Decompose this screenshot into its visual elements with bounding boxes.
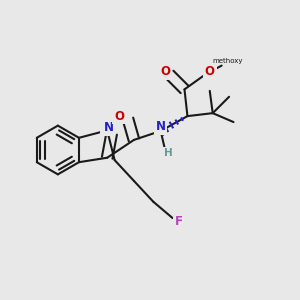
Text: F: F	[175, 214, 182, 227]
Text: N: N	[102, 120, 112, 133]
Text: O: O	[160, 65, 170, 78]
Text: O: O	[205, 65, 215, 78]
Text: methoxy: methoxy	[212, 58, 243, 64]
Text: H: H	[164, 148, 172, 158]
Text: O: O	[114, 110, 124, 123]
Text: N: N	[156, 120, 166, 133]
Text: N: N	[104, 121, 114, 134]
